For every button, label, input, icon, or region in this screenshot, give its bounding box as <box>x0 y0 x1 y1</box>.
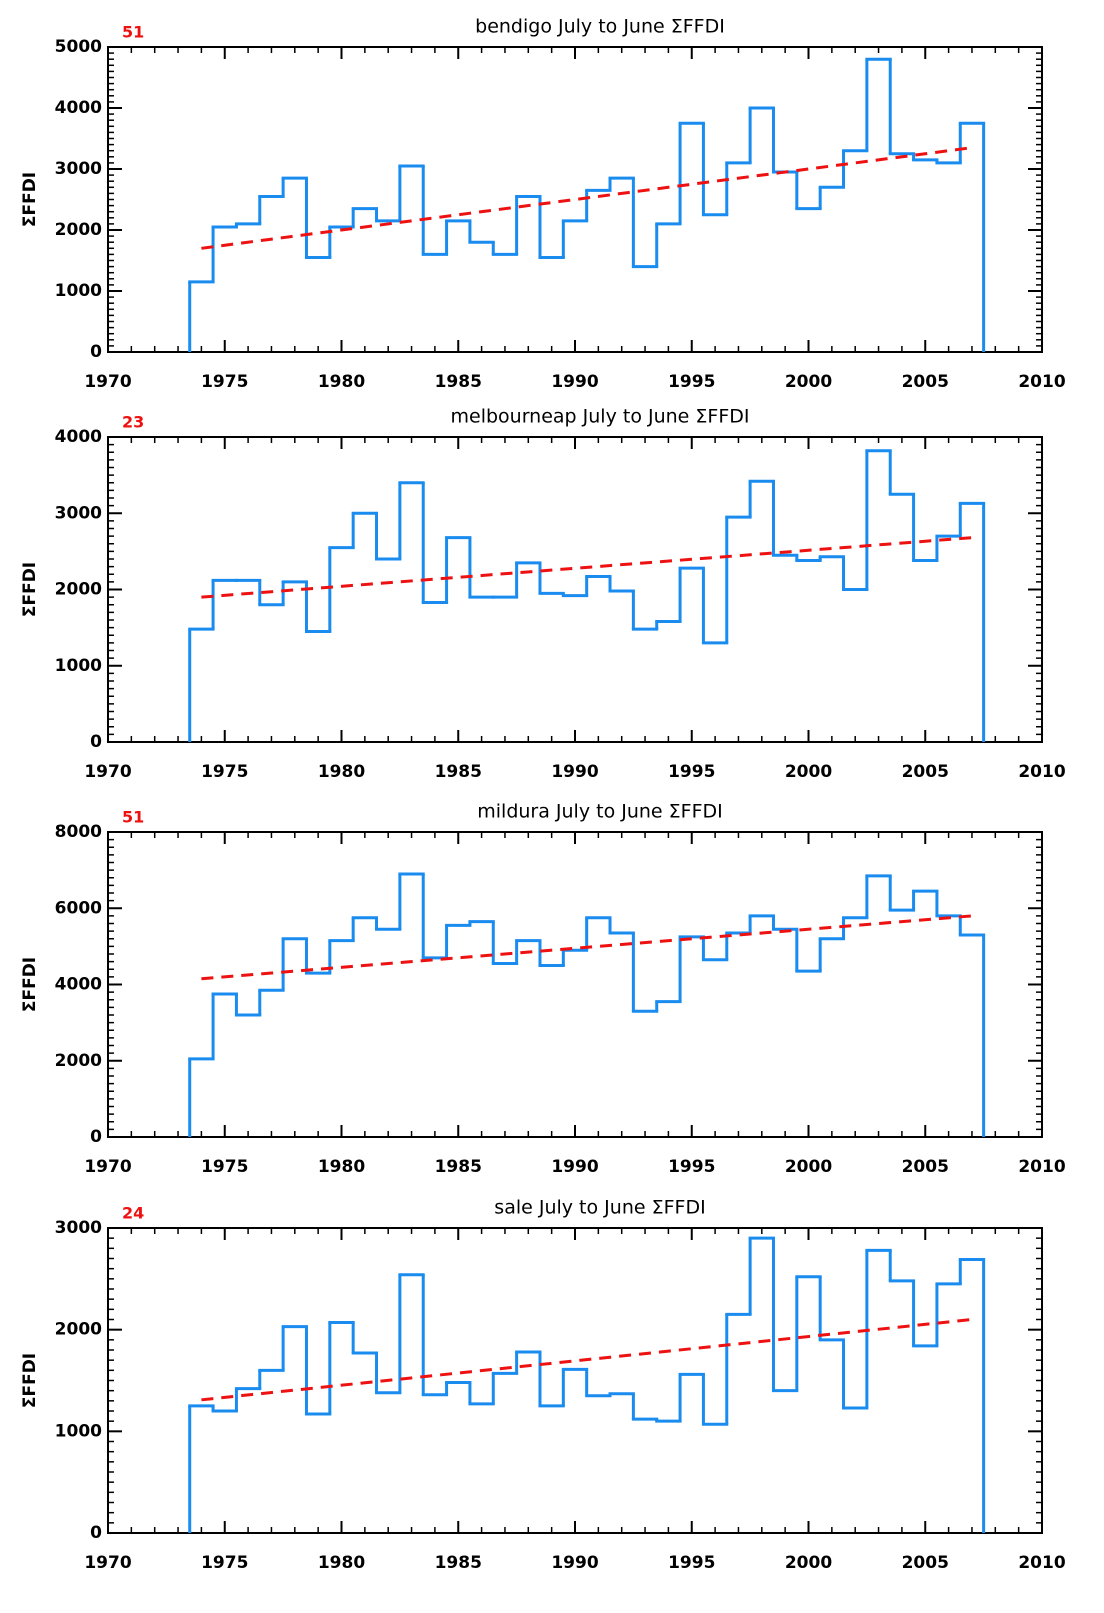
plot-frame <box>107 831 1043 1138</box>
x-tick-label: 2005 <box>902 1553 949 1573</box>
y-tick-label: 3000 <box>55 159 102 179</box>
y-tick-label: 4000 <box>55 98 102 118</box>
y-tick-label: 0 <box>90 732 102 752</box>
x-tick-label: 1975 <box>201 372 248 392</box>
y-tick-label: 1000 <box>55 281 102 301</box>
annotation: 51 <box>122 808 144 827</box>
x-tick-label: 1985 <box>435 1157 482 1177</box>
x-tick-label: 1995 <box>668 372 715 392</box>
trend-line <box>201 1318 973 1402</box>
x-tick-label: 1985 <box>435 372 482 392</box>
plot-frame <box>107 436 1043 743</box>
y-tick-label: 2000 <box>55 1320 102 1340</box>
y-axis-label: ΣFFDI <box>20 562 40 617</box>
y-axis-label: ΣFFDI <box>20 957 40 1012</box>
y-tick-label: 3000 <box>55 503 102 523</box>
x-tick-label: 2000 <box>785 1157 832 1177</box>
plot-frame <box>107 1227 1043 1534</box>
y-tick-label: 2000 <box>55 1051 102 1071</box>
y-tick-label: 0 <box>90 1523 102 1543</box>
x-tick-label: 1990 <box>551 372 598 392</box>
x-tick-label: 1980 <box>318 372 365 392</box>
x-tick-label: 1990 <box>551 1157 598 1177</box>
annotation: 24 <box>122 1204 144 1223</box>
plot-frame <box>107 46 1043 353</box>
x-tick-label: 2010 <box>1018 762 1065 782</box>
x-tick-label: 1970 <box>84 1553 131 1573</box>
panel: bendigo July to June ΣFFDI 51 ΣFFDI 1970 197… <box>20 16 1066 393</box>
y-tick-label: 8000 <box>55 822 102 842</box>
x-tick-label: 1995 <box>668 762 715 782</box>
panel: melbourneap July to June ΣFFDI 23 ΣFFDI 197… <box>20 406 1066 783</box>
x-tick-label: 1990 <box>551 762 598 782</box>
y-tick-label: 1000 <box>55 656 102 676</box>
panel-title: bendigo July to June ΣFFDI <box>475 16 725 38</box>
x-tick-label: 1975 <box>201 1553 248 1573</box>
y-tick-label: 1000 <box>55 1421 102 1441</box>
trend-line <box>201 914 973 981</box>
x-tick-label: 1970 <box>84 762 131 782</box>
x-tick-label: 1995 <box>668 1157 715 1177</box>
x-tick-label: 1985 <box>435 1553 482 1573</box>
y-tick-label: 0 <box>90 342 102 362</box>
x-tick-label: 1995 <box>668 1553 715 1573</box>
y-tick-label: 2000 <box>55 580 102 600</box>
x-tick-label: 2010 <box>1018 1157 1065 1177</box>
y-tick-label: 0 <box>90 1127 102 1147</box>
annotation: 51 <box>122 23 144 42</box>
x-tick-label: 2000 <box>785 1553 832 1573</box>
x-tick-label: 1970 <box>84 1157 131 1177</box>
annotation: 23 <box>122 413 144 432</box>
x-tick-label: 1980 <box>318 1157 365 1177</box>
x-tick-label: 2005 <box>902 1157 949 1177</box>
y-axis-label: ΣFFDI <box>20 1353 40 1408</box>
x-tick-label: 1975 <box>201 762 248 782</box>
y-tick-label: 5000 <box>55 37 102 57</box>
x-tick-label: 2010 <box>1018 1553 1065 1573</box>
panel-title: melbourneap July to June ΣFFDI <box>451 406 750 428</box>
x-tick-label: 1970 <box>84 372 131 392</box>
x-tick-label: 1975 <box>201 1157 248 1177</box>
x-tick-label: 2000 <box>785 372 832 392</box>
x-tick-label: 1990 <box>551 1553 598 1573</box>
x-tick-label: 1985 <box>435 762 482 782</box>
y-tick-label: 6000 <box>55 898 102 918</box>
y-tick-label: 2000 <box>55 220 102 240</box>
x-tick-label: 2010 <box>1018 372 1065 392</box>
y-tick-label: 4000 <box>55 975 102 995</box>
y-axis-label: ΣFFDI <box>20 172 40 227</box>
x-tick-label: 2005 <box>902 762 949 782</box>
x-tick-label: 1980 <box>318 1553 365 1573</box>
panel: sale July to June ΣFFDI 24 ΣFFDI 1970 1975 19… <box>20 1197 1066 1574</box>
trend-line <box>201 146 973 250</box>
y-tick-label: 3000 <box>55 1218 102 1238</box>
x-tick-label: 2005 <box>902 372 949 392</box>
x-tick-label: 2000 <box>785 762 832 782</box>
panel-title: sale July to June ΣFFDI <box>494 1197 705 1219</box>
y-tick-label: 4000 <box>55 427 102 447</box>
panel: mildura July to June ΣFFDI 51 ΣFFDI 1970 197… <box>20 801 1066 1178</box>
x-tick-label: 1980 <box>318 762 365 782</box>
panel-title: mildura July to June ΣFFDI <box>477 801 723 823</box>
trend-line <box>201 536 973 599</box>
